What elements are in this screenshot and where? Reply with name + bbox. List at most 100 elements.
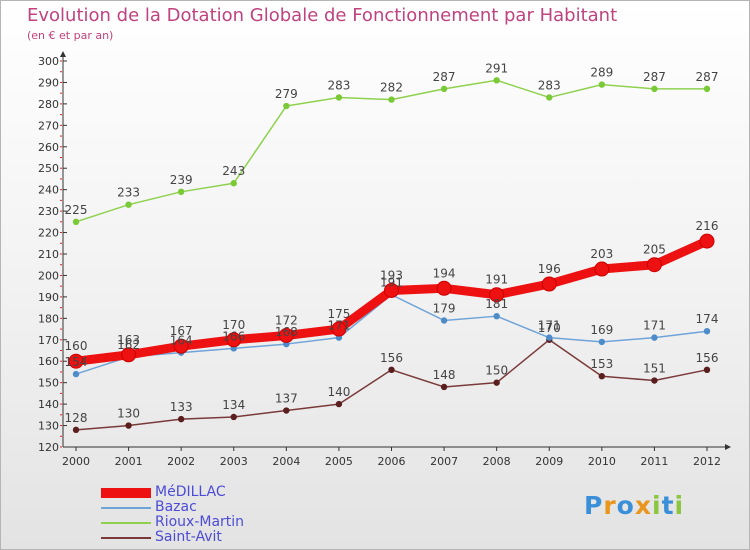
data-label-saint-avit: 128: [65, 411, 88, 425]
y-axis-arrow: [60, 51, 66, 57]
data-label-bazac: 181: [485, 297, 508, 311]
legend-label-saint-avit: Saint-Avit: [155, 529, 222, 545]
x-axis-arrow: [725, 444, 731, 450]
data-point-bazac: [598, 338, 606, 346]
x-tick-label: 2008: [483, 455, 511, 468]
y-tick-label: 140: [38, 398, 59, 411]
data-label-bazac: 164: [170, 334, 193, 348]
data-point-rioux-martin: [703, 85, 711, 93]
data-label-bazac: 162: [117, 338, 140, 352]
data-label-m-dillac: 163: [117, 333, 140, 347]
y-tick-label: 160: [38, 355, 59, 368]
data-point-saint-avit: [335, 400, 343, 408]
data-label-m-dillac: 191: [485, 273, 508, 287]
data-label-saint-avit: 133: [170, 400, 193, 414]
x-tick-label: 2009: [535, 455, 563, 468]
x-tick-label: 2006: [378, 455, 406, 468]
data-point-m-dillac: [384, 282, 399, 298]
y-tick-label: 210: [38, 248, 59, 261]
y-tick-label: 280: [38, 98, 59, 111]
data-point-m-dillac: [436, 280, 452, 296]
data-label-saint-avit: 134: [222, 398, 245, 412]
y-tick-label: 250: [38, 162, 59, 175]
data-point-rioux-martin: [493, 77, 500, 84]
data-label-m-dillac: 203: [590, 247, 613, 261]
data-label-saint-avit: 151: [643, 362, 666, 376]
data-point-rioux-martin: [335, 94, 343, 101]
data-point-rioux-martin: [598, 81, 606, 88]
data-point-rioux-martin: [388, 96, 395, 103]
chart-legend: MéDILLAC Bazac Rioux-Martin Saint-Avit: [101, 485, 244, 545]
data-labels-layer: 225 233 239 243 279 283 282 287 291 283 289 287 287 1…: [65, 61, 719, 425]
x-tick-label: 2010: [588, 455, 616, 468]
chart-title: Evolution de la Dotation Globale de Fonc…: [27, 5, 618, 26]
data-label-bazac: 171: [327, 319, 350, 333]
data-point-saint-avit: [72, 426, 80, 434]
data-point-bazac: [440, 317, 448, 324]
chart-axes: 120 130 140 150 160 170 180 190 200 210 220 230 240 2…: [38, 51, 731, 468]
legend-swatch-bazac: [101, 506, 151, 509]
data-label-rioux-martin: 287: [433, 70, 456, 84]
logo-letter: x: [634, 491, 652, 520]
data-label-saint-avit: 130: [117, 407, 140, 421]
data-point-rioux-martin: [125, 201, 132, 208]
data-point-saint-avit: [493, 379, 500, 386]
y-tick-label: 170: [38, 334, 59, 347]
legend-label-bazac: Bazac: [155, 499, 197, 515]
data-label-bazac: 171: [643, 319, 666, 333]
data-label-m-dillac: 160: [65, 339, 88, 353]
data-point-saint-avit: [177, 415, 185, 423]
y-tick-label: 200: [38, 269, 59, 282]
x-tick-label: 2003: [220, 455, 248, 468]
legend-entry-bazac: Bazac: [101, 500, 244, 515]
data-point-rioux-martin: [230, 180, 237, 187]
data-point-rioux-martin: [177, 188, 185, 196]
data-label-rioux-martin: 282: [380, 81, 403, 95]
data-point-m-dillac: [541, 276, 557, 292]
data-label-bazac: 168: [275, 325, 298, 339]
x-tick-label: 2000: [62, 455, 90, 468]
data-point-m-dillac: [331, 321, 347, 337]
legend-entry-rioux-martin: Rioux-Martin: [101, 515, 244, 530]
logo-letter: r: [603, 491, 617, 520]
y-tick-label: 240: [38, 184, 59, 197]
y-tick-label: 300: [38, 55, 59, 68]
legend-swatch-saint-avit: [101, 536, 151, 539]
data-point-saint-avit: [125, 422, 132, 429]
y-tick-label: 150: [38, 377, 59, 390]
data-label-saint-avit: 170: [538, 321, 561, 335]
data-label-bazac: 154: [65, 355, 88, 369]
data-point-bazac: [493, 312, 500, 320]
data-point-rioux-martin: [546, 94, 553, 101]
data-label-m-dillac: 196: [538, 262, 561, 276]
x-tick-label: 2002: [167, 455, 195, 468]
data-point-m-dillac: [121, 347, 137, 363]
data-label-bazac: 179: [433, 301, 456, 315]
logo-letter: i: [652, 491, 662, 520]
y-tick-label: 290: [38, 76, 59, 89]
data-label-rioux-martin: 291: [485, 61, 508, 75]
data-point-saint-avit: [230, 413, 237, 421]
data-point-rioux-martin: [72, 218, 80, 226]
data-label-m-dillac: 175: [327, 307, 350, 321]
data-label-saint-avit: 153: [590, 357, 613, 371]
legend-entry-medillac: MéDILLAC: [101, 485, 244, 500]
legend-label-medillac: MéDILLAC: [155, 484, 226, 500]
data-point-m-dillac: [173, 338, 189, 354]
data-label-saint-avit: 148: [433, 368, 456, 382]
data-label-rioux-martin: 287: [696, 70, 719, 84]
data-label-m-dillac: 170: [222, 318, 245, 332]
data-point-rioux-martin: [651, 85, 658, 93]
data-label-m-dillac: 193: [380, 268, 403, 282]
data-point-bazac: [546, 334, 553, 341]
y-tick-label: 220: [38, 227, 59, 240]
y-tick-label: 270: [38, 119, 59, 132]
data-point-m-dillac: [278, 327, 294, 343]
x-tick-label: 2001: [115, 455, 143, 468]
data-label-m-dillac: 205: [643, 243, 666, 257]
data-label-bazac: 174: [696, 312, 719, 326]
y-tick-label: 230: [38, 205, 59, 218]
data-point-m-dillac: [68, 353, 84, 369]
x-tick-label: 2012: [693, 455, 721, 468]
